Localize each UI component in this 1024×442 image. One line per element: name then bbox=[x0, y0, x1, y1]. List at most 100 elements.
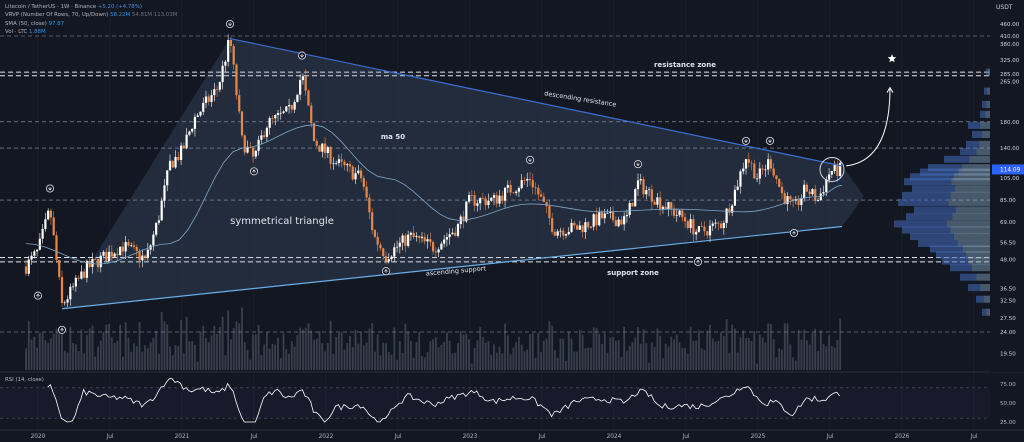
candle-body-188 bbox=[545, 201, 548, 207]
candle-body-78 bbox=[240, 111, 244, 136]
candle-body-94 bbox=[285, 106, 288, 112]
volume-bar-137 bbox=[404, 323, 407, 370]
label-resistance-zone: resistance zone bbox=[654, 61, 716, 69]
candle-body-229 bbox=[659, 197, 662, 210]
volume-bar-238 bbox=[684, 348, 686, 370]
volume-bar-293 bbox=[836, 339, 839, 370]
volume-bar-158 bbox=[462, 334, 465, 370]
time-tick-9: Jul bbox=[682, 434, 690, 440]
candle-body-169 bbox=[492, 195, 496, 198]
volume-bar-121 bbox=[360, 331, 362, 370]
volume-bar-19 bbox=[77, 351, 80, 370]
pivot-arrow-4 bbox=[636, 162, 640, 167]
symbol-title[interactable]: Litecoin / TetherUS · 1W · Binance bbox=[5, 4, 97, 10]
vrvp-down-3 bbox=[985, 110, 990, 118]
volume-bar-172 bbox=[501, 353, 504, 370]
candle-body-61 bbox=[193, 116, 197, 129]
volume-value: 1.88M bbox=[28, 29, 46, 36]
vrvp-up-27 bbox=[968, 284, 981, 292]
candle-body-184 bbox=[534, 187, 537, 188]
vrvp-up-24 bbox=[942, 257, 969, 265]
currency-label[interactable]: USDT bbox=[996, 4, 1013, 11]
candle-body-72 bbox=[224, 61, 227, 66]
candle-body-110 bbox=[329, 147, 332, 164]
candle-body-258 bbox=[739, 171, 742, 187]
vrvp-down-17 bbox=[952, 213, 990, 221]
volume-bar-160 bbox=[468, 339, 470, 370]
volume-bar-61 bbox=[194, 344, 196, 370]
volume-bar-66 bbox=[207, 342, 210, 370]
candle-body-190 bbox=[551, 218, 554, 232]
volume-bar-290 bbox=[828, 335, 830, 370]
candle-body-17 bbox=[71, 286, 75, 288]
candle-body-266 bbox=[761, 168, 764, 170]
vrvp-up-25 bbox=[950, 264, 972, 272]
descending-resistance-line[interactable] bbox=[229, 37, 843, 167]
volume-bar-68 bbox=[213, 326, 216, 370]
candle-body-280 bbox=[800, 198, 803, 206]
sma-label[interactable]: SMA (50, close) bbox=[5, 20, 47, 27]
candle-body-246 bbox=[706, 231, 709, 236]
candle-body-22 bbox=[85, 260, 89, 278]
candle-body-95 bbox=[287, 104, 291, 107]
volume-bar-79 bbox=[243, 342, 246, 370]
candle-body-292 bbox=[833, 163, 836, 172]
volume-bar-50 bbox=[163, 321, 166, 370]
volume-bar-139 bbox=[410, 341, 412, 370]
volume-label[interactable]: Vol · LTC bbox=[5, 29, 28, 36]
candle-body-219 bbox=[631, 202, 634, 207]
price-tick-10: 85.00 bbox=[1000, 198, 1016, 204]
candle-body-67 bbox=[210, 95, 213, 102]
breakout-circle bbox=[819, 157, 845, 182]
candle-body-244 bbox=[700, 226, 703, 227]
volume-bar-5 bbox=[38, 333, 41, 370]
volume-bar-64 bbox=[202, 325, 205, 370]
volume-bar-156 bbox=[457, 343, 459, 370]
rsi-line bbox=[47, 378, 840, 423]
candle-body-36 bbox=[124, 242, 127, 252]
candle-body-101 bbox=[304, 76, 307, 91]
vrvp-label[interactable]: VRVP (Number Of Rows, 70, Up/Down) bbox=[5, 12, 109, 19]
candle-body-215 bbox=[620, 219, 623, 225]
time-axis[interactable]: 2020 Jul 2021 Jul 2022 Jul 2023 Jul 2024 Jul 2025 J… bbox=[0, 429, 1024, 440]
candle-body-264 bbox=[755, 178, 759, 180]
candle-body-47 bbox=[155, 222, 158, 235]
candle-body-205 bbox=[592, 214, 595, 227]
vrvp-down-14 bbox=[950, 191, 990, 199]
volume-bar-146 bbox=[429, 341, 432, 370]
volume-bar-183 bbox=[531, 333, 534, 370]
candle-body-113 bbox=[337, 159, 341, 163]
volume-bar-250 bbox=[717, 340, 720, 370]
volume-bar-150 bbox=[440, 344, 443, 370]
candle-body-89 bbox=[271, 118, 274, 119]
candle-body-77 bbox=[238, 95, 241, 112]
candle-body-24 bbox=[91, 258, 94, 268]
volume-bar-115 bbox=[343, 349, 346, 370]
candle-body-275 bbox=[786, 196, 789, 205]
volume-bar-28 bbox=[102, 331, 105, 370]
volume-bar-69 bbox=[216, 333, 218, 370]
volume-bar-225 bbox=[648, 362, 650, 370]
volume-bar-3 bbox=[33, 336, 36, 370]
volume-bar-221 bbox=[637, 327, 639, 370]
rsi-legend[interactable]: RSI (14, close) bbox=[5, 377, 44, 383]
candle-body-57 bbox=[182, 145, 185, 149]
candle-body-291 bbox=[830, 171, 833, 175]
rsi-band bbox=[0, 387, 990, 419]
candle-body-252 bbox=[722, 223, 725, 229]
volume-bar-62 bbox=[196, 361, 199, 370]
vrvp-up-8 bbox=[944, 155, 970, 163]
vrvp-up-22 bbox=[930, 245, 963, 253]
volume-bar-67 bbox=[210, 335, 213, 370]
volume-bar-8 bbox=[47, 342, 50, 370]
candle-body-288 bbox=[822, 192, 825, 194]
price-axis[interactable]: 460.00 410.00 380.00 325.00 285.00 265.00 180.… bbox=[990, 0, 1024, 372]
candle-body-134 bbox=[395, 246, 399, 248]
candle-body-12 bbox=[58, 260, 61, 278]
candle-body-182 bbox=[528, 178, 532, 181]
candle-body-200 bbox=[578, 225, 581, 230]
ascending-support-line[interactable] bbox=[61, 225, 843, 310]
candle-body-163 bbox=[476, 203, 479, 206]
volume-bar-13 bbox=[61, 328, 63, 370]
